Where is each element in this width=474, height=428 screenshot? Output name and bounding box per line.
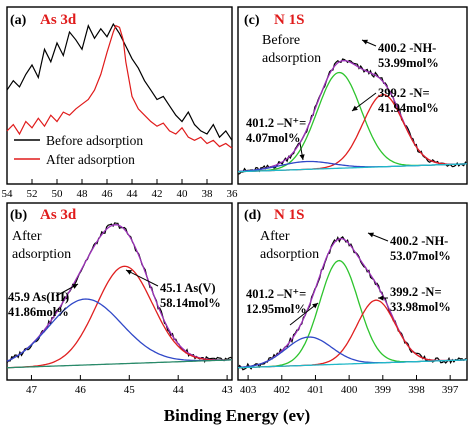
x-tick-label: 36 xyxy=(227,188,239,200)
condition-label: adsorption xyxy=(260,247,319,262)
arrow-head xyxy=(299,154,305,160)
arrow-head xyxy=(368,232,374,238)
series-line-3 xyxy=(6,298,232,362)
plot-frame xyxy=(6,6,233,185)
x-tick-label: 54 xyxy=(2,188,14,200)
arrow-head xyxy=(362,39,368,45)
peak-annotation: 400.2 -NH- xyxy=(378,41,436,55)
condition-label: Before xyxy=(262,33,300,48)
arrow-head xyxy=(378,295,384,301)
peak-annotation: 53.07mol% xyxy=(390,249,451,263)
x-tick-label: 399 xyxy=(375,384,392,396)
legend-label: After adsorption xyxy=(46,152,135,167)
legend-label: Before adsorption xyxy=(46,133,143,148)
peak-annotation: 45.1 As(V) xyxy=(160,281,216,295)
x-tick-label: 45 xyxy=(124,384,136,396)
panel-letter: (b) xyxy=(10,208,27,223)
peak-annotation: 399.2 -N= xyxy=(390,285,442,299)
peak-annotation: 41.86mol% xyxy=(8,305,69,319)
peak-annotation: 4.07mol% xyxy=(246,131,301,145)
peak-annotation: 12.95mol% xyxy=(246,302,307,316)
x-tick-label: 403 xyxy=(240,384,257,396)
peak-annotation: 41.94mol% xyxy=(378,101,439,115)
peak-annotation: 401.2 –N⁺= xyxy=(246,287,306,301)
x-tick-label: 401 xyxy=(307,384,324,396)
x-axis-title: Binding Energy (ev) xyxy=(164,406,310,425)
x-tick-label: 400 xyxy=(341,384,358,396)
series-line-5 xyxy=(238,163,467,173)
peak-annotation: 53.99mol% xyxy=(378,56,439,70)
peak-annotation: 400.2 -NH- xyxy=(390,234,448,248)
panel-letter: (a) xyxy=(10,13,27,28)
panel-title: N 1S xyxy=(274,12,304,28)
arrow-head xyxy=(312,303,318,309)
chart-panel-a: 54 52 50 48 46 44 42 40 38 36 (a) As 3d Before adsor… xyxy=(2,6,239,200)
chart-panel-b: 47 46 45 44 43 (b) As 3d After adsorption 45.1 As… xyxy=(6,202,234,396)
panel-letter: (c) xyxy=(244,13,260,28)
annotation-arrow xyxy=(125,269,159,287)
panel-letter: (d) xyxy=(244,208,261,223)
series-line-4 xyxy=(7,359,232,369)
condition-label: adsorption xyxy=(262,51,321,66)
series-line-5 xyxy=(238,359,467,369)
plot-frame xyxy=(6,202,233,381)
peak-annotation: 58.14mol% xyxy=(160,296,221,310)
x-tick-label: 398 xyxy=(408,384,425,396)
panel-title: As 3d xyxy=(40,12,77,28)
x-tick-label: 402 xyxy=(274,384,291,396)
series-line-1 xyxy=(6,224,232,362)
x-tick-label: 52 xyxy=(27,188,38,200)
plot-frame xyxy=(237,6,468,185)
chart-panel-d: 403 402 401 400 399 398 397 (d) N 1S After adsorpt… xyxy=(237,202,468,396)
condition-label: adsorption xyxy=(12,247,71,262)
panel-title: N 1S xyxy=(274,207,304,223)
x-tick-label: 46 xyxy=(75,384,87,396)
peak-annotation: 401.2 –N⁺= xyxy=(246,116,306,130)
x-tick-label: 38 xyxy=(202,188,214,200)
arrow-head xyxy=(352,105,358,111)
peak-annotation: 33.98mol% xyxy=(390,300,451,314)
x-tick-label: 43 xyxy=(222,384,234,396)
x-tick-label: 44 xyxy=(173,384,185,396)
x-tick-label: 40 xyxy=(177,188,189,200)
x-tick-label: 46 xyxy=(102,188,114,200)
condition-label: After xyxy=(12,229,42,244)
arrow-head xyxy=(126,270,132,275)
x-tick-label: 42 xyxy=(152,188,163,200)
x-tick-label: 50 xyxy=(52,188,64,200)
peak-annotation: 45.9 As(III) xyxy=(8,290,69,304)
x-tick-label: 44 xyxy=(127,188,139,200)
arrow-head xyxy=(72,284,78,289)
x-tick-label: 48 xyxy=(77,188,89,200)
panel-title: As 3d xyxy=(40,207,77,223)
condition-label: After xyxy=(260,229,290,244)
annotation-arrow xyxy=(289,302,319,326)
series-line-2 xyxy=(6,265,232,369)
series-line-4 xyxy=(237,336,467,369)
peak-annotation: 399.2 -N= xyxy=(378,86,430,100)
series-line-before-adsorption xyxy=(6,22,233,141)
series-line-after-adsorption xyxy=(6,24,233,149)
x-tick-label: 47 xyxy=(26,384,38,396)
x-tick-label: 397 xyxy=(442,384,459,396)
plot-frame xyxy=(237,202,468,381)
chart-panel-c: (c) N 1S Before adsorption 400.2 -NH-53.99mo… xyxy=(237,6,468,185)
